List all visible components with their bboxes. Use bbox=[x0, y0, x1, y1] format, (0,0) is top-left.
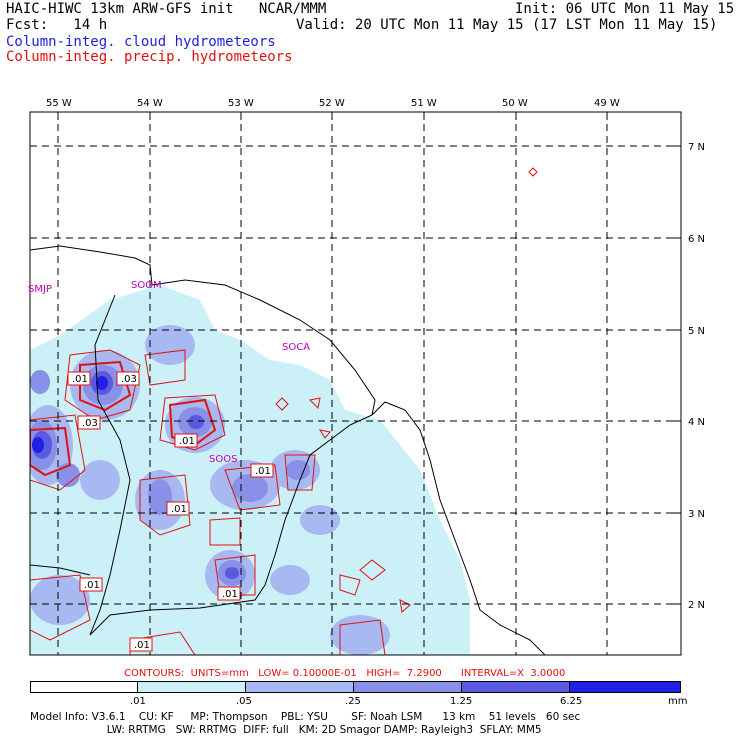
legend-label: .25 bbox=[345, 696, 361, 707]
legend-swatch-1 bbox=[137, 681, 246, 693]
station-smjp: SMJP bbox=[28, 284, 52, 295]
lat-label: 7 N bbox=[688, 142, 705, 153]
legend-label: 1.25 bbox=[450, 696, 473, 707]
cloud-shade-max bbox=[32, 376, 108, 453]
contour-label-boxes bbox=[67, 371, 274, 652]
contours-info: CONTOURS: UNITS=mm LOW= 0.10000E-01 HIGH… bbox=[124, 668, 566, 679]
map-frame bbox=[29, 111, 682, 656]
lat-label: 6 N bbox=[688, 234, 705, 245]
contour-label: .01 bbox=[255, 466, 271, 477]
legend-label: .05 bbox=[236, 696, 252, 707]
lat-label: 5 N bbox=[688, 326, 705, 337]
model-info-line2: LW: RRTMG SW: RRTMG DIFF: full KM: 2D Sm… bbox=[30, 724, 542, 736]
legend-label: .01 bbox=[130, 696, 146, 707]
legend-label: 6.25 bbox=[560, 696, 583, 707]
legend-swatch-5 bbox=[569, 681, 681, 693]
station-soos: SOOS bbox=[209, 454, 237, 465]
contour-label: .01 bbox=[72, 374, 88, 385]
lon-label: 50 W bbox=[502, 98, 528, 109]
longitude-labels: 55 W 54 W 53 W 52 W 51 W 50 W 49 W bbox=[46, 98, 620, 109]
station-labels: SMJP SOGM SOCA SOOS bbox=[28, 280, 310, 465]
legend-swatch-0 bbox=[30, 681, 138, 693]
lon-label: 52 W bbox=[319, 98, 345, 109]
station-sogm: SOGM bbox=[131, 280, 162, 291]
hydrometeor-field bbox=[30, 112, 681, 655]
field-precip-label: Column-integ. precip. hydrometeors bbox=[6, 49, 293, 65]
contour-label: .01 bbox=[171, 504, 187, 515]
latlon-grid bbox=[30, 112, 681, 655]
init-time: Init: 06 UTC Mon 11 May 15 bbox=[515, 1, 735, 17]
contour-label: .03 bbox=[121, 374, 137, 385]
lat-label: 3 N bbox=[688, 509, 705, 520]
lon-label: 53 W bbox=[228, 98, 254, 109]
latitude-labels: 7 N 6 N 5 N 4 N 3 N 2 N bbox=[688, 142, 705, 611]
contour-label: .01 bbox=[179, 436, 195, 447]
lon-label: 54 W bbox=[137, 98, 163, 109]
legend-swatch-4 bbox=[461, 681, 570, 693]
forecast-hour: Fcst: 14 h bbox=[6, 17, 108, 33]
lat-label: 2 N bbox=[688, 600, 705, 611]
model-info-line1: Model Info: V3.6.1 CU: KF MP: Thompson P… bbox=[30, 711, 581, 723]
lat-label: 4 N bbox=[688, 417, 705, 428]
contour-label-texts: .01 .03 .03 .01 .01 .01 .01 .01 .01 bbox=[72, 374, 271, 651]
axis-ticks bbox=[57, 112, 681, 605]
lon-label: 49 W bbox=[594, 98, 620, 109]
legend-swatch-3 bbox=[353, 681, 462, 693]
contour-label: .01 bbox=[222, 589, 238, 600]
lon-label: 51 W bbox=[411, 98, 437, 109]
field-cloud-label: Column-integ. cloud hydrometeors bbox=[6, 34, 276, 50]
legend-units: mm bbox=[668, 696, 688, 707]
legend-swatch-2 bbox=[245, 681, 354, 693]
lon-label: 55 W bbox=[46, 98, 72, 109]
contour-label: .01 bbox=[84, 580, 100, 591]
contour-label: .03 bbox=[82, 418, 98, 429]
contour-label: .01 bbox=[134, 640, 150, 651]
station-soca: SOCA bbox=[282, 342, 310, 353]
valid-time: Valid: 20 UTC Mon 11 May 15 (17 LST Mon … bbox=[296, 17, 718, 33]
plot-title: HAIC-HIWC 13km ARW-GFS init NCAR/MMM bbox=[6, 1, 327, 17]
